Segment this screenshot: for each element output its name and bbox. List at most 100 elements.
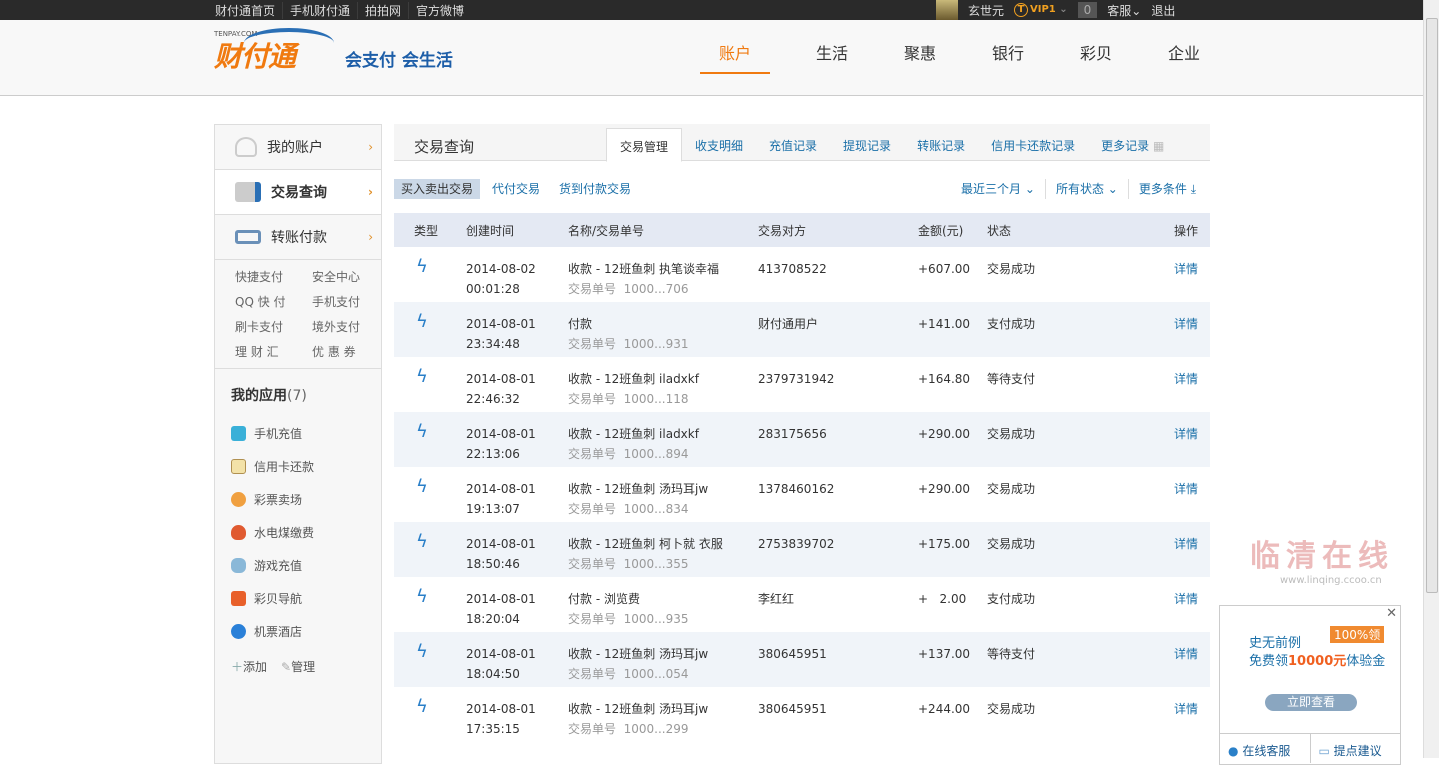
subtab-cod[interactable]: 货到付款交易	[559, 182, 632, 196]
wrench-icon: ✎	[281, 660, 292, 674]
counterparty: 李红红	[758, 592, 795, 606]
status: 交易成功	[987, 522, 1115, 577]
chevron-right-icon: ›	[368, 185, 373, 199]
header	[0, 20, 1423, 96]
message-count[interactable]: 0	[1077, 2, 1098, 18]
nav-caibei[interactable]: 彩贝	[1079, 44, 1112, 63]
details-link[interactable]: 详情	[1114, 632, 1210, 687]
quick-link[interactable]: 快捷支付	[235, 270, 284, 284]
nav-deals[interactable]: 聚惠	[903, 44, 936, 63]
amount: +244.00	[918, 702, 971, 716]
quick-link[interactable]: 安全中心	[312, 270, 361, 284]
counterparty: 2379731942	[758, 372, 835, 386]
details-link[interactable]: 详情	[1173, 482, 1198, 496]
tab-more[interactable]: 更多记录 ▦	[1101, 139, 1165, 153]
nav-bank[interactable]: 银行	[991, 44, 1024, 63]
chevron-down-icon: ⌄	[1024, 182, 1035, 196]
my-apps-title: 我的应用(7)	[231, 388, 307, 404]
chevron-down-icon: ⌄	[1059, 4, 1068, 15]
app-travel[interactable]: 机票酒店	[231, 615, 365, 648]
transactions-table: 类型 创建时间 名称/交易单号 交易对方 金额(元) 状态 操作 ϟ 2014-…	[394, 213, 1210, 742]
scrollbar-thumb[interactable]	[1426, 18, 1438, 593]
status: 支付成功	[987, 592, 1036, 606]
details-link[interactable]: 详情	[1114, 302, 1210, 357]
order-number: 交易单号 1000...054	[568, 667, 689, 681]
created-time: 2014-08-01 22:46:32	[466, 372, 536, 406]
trade-name: 收款 - 12班鱼刺 执笔谈幸福 交易单号 1000...706	[568, 247, 758, 302]
quick-link[interactable]: 手机支付	[312, 295, 361, 309]
details-link[interactable]: 详情	[1173, 372, 1198, 386]
app-game[interactable]: 游戏充值	[231, 549, 365, 582]
status-dropdown[interactable]: 所有状态 ⌄	[1046, 179, 1129, 199]
subtab-buy-sell[interactable]: 买入卖出交易	[394, 179, 481, 199]
counterparty: 413708522	[758, 262, 827, 276]
counterparty: 2753839702	[758, 522, 918, 577]
counterparty: 283175656	[758, 412, 918, 467]
tab-trade-management[interactable]: 交易管理	[606, 128, 683, 162]
link-weibo[interactable]: 官方微博	[416, 3, 465, 18]
avatar[interactable]	[936, 0, 958, 20]
tab-recharge[interactable]: 充值记录	[769, 139, 818, 153]
sidebar-item-my-account[interactable]: 我的账户 ›	[215, 125, 381, 170]
details-link[interactable]: 详情	[1114, 522, 1210, 577]
created-time: 2014-08-01 18:20:04	[466, 592, 536, 626]
quick-link[interactable]: 优 惠 券	[312, 345, 356, 359]
phone-icon	[231, 426, 246, 441]
col-status: 状态	[987, 213, 1115, 247]
link-mobile[interactable]: 手机财付通	[283, 1, 359, 19]
view-now-button[interactable]: 立即查看	[1265, 694, 1357, 711]
trade-name: 付款 交易单号 1000...931	[568, 302, 758, 357]
link-home[interactable]: 财付通首页	[208, 1, 284, 19]
tab-transfer[interactable]: 转账记录	[917, 139, 966, 153]
details-link[interactable]: 详情	[1173, 702, 1198, 716]
details-link[interactable]: 详情	[1173, 262, 1198, 276]
tenpay-logo[interactable]: 财付通	[214, 28, 334, 72]
nav-account[interactable]: 账户	[700, 44, 770, 74]
search-list-icon	[235, 182, 261, 202]
close-icon[interactable]: ✕	[1386, 606, 1397, 621]
amount: +164.80	[918, 372, 971, 386]
col-name: 名称/交易单号	[568, 213, 758, 247]
feedback-button[interactable]: ▭ 提点建议	[1318, 744, 1382, 758]
sidebar-item-transfer[interactable]: 转账付款 ›	[215, 215, 381, 260]
quick-link[interactable]: 刷卡支付	[235, 320, 284, 334]
details-link[interactable]: 详情	[1114, 412, 1210, 467]
date-range-dropdown[interactable]: 最近三个月 ⌄	[951, 179, 1046, 199]
add-app-button[interactable]: ＋添加	[231, 660, 268, 674]
logout-link[interactable]: 退出	[1151, 3, 1176, 18]
details-link[interactable]: 详情	[1173, 592, 1198, 606]
quick-link[interactable]: QQ 快 付	[235, 295, 286, 309]
chat-icon: ●	[1228, 744, 1239, 758]
app-caibei[interactable]: 彩贝导航	[231, 582, 365, 615]
page-scrollbar[interactable]	[1423, 0, 1439, 758]
nav-business[interactable]: 企业	[1167, 44, 1200, 63]
service-menu[interactable]: 客服⌄	[1107, 3, 1142, 18]
more-conditions-button[interactable]: 更多条件 ⤓	[1138, 182, 1196, 196]
manage-apps-button[interactable]: ✎管理	[281, 660, 316, 674]
chevron-down-icon: ⌄	[1131, 3, 1142, 18]
order-number: 交易单号 1000...299	[568, 722, 689, 736]
created-time: 2014-08-02 00:01:28	[466, 262, 536, 296]
vip-badge[interactable]: T VIP1 ⌄	[1014, 3, 1068, 17]
quick-link[interactable]: 境外支付	[312, 320, 361, 334]
lightning-icon: ϟ	[394, 522, 466, 577]
table-row: ϟ 2014-08-01 22:46:32 收款 - 12班鱼刺 iladxkf 交…	[394, 357, 1210, 412]
lightning-icon: ϟ	[416, 586, 428, 607]
subtab-proxy-pay[interactable]: 代付交易	[492, 182, 541, 196]
quick-link[interactable]: 理 财 汇	[235, 345, 279, 359]
app-utilities[interactable]: 水电煤缴费	[231, 516, 365, 549]
app-lottery[interactable]: 彩票卖场	[231, 483, 365, 516]
tab-withdraw[interactable]: 提现记录	[843, 139, 892, 153]
user-name[interactable]: 玄世元	[968, 3, 1005, 18]
order-number: 交易单号 1000...931	[568, 337, 689, 351]
link-paipai[interactable]: 拍拍网	[358, 1, 410, 19]
tab-income-expense[interactable]: 收支明细	[695, 139, 744, 153]
app-mobile-topup[interactable]: 手机充值	[231, 417, 365, 450]
app-credit-card[interactable]: 信用卡还款	[231, 450, 365, 483]
trade-name: 收款 - 12班鱼刺 汤玛耳jw 交易单号 1000...054	[568, 632, 758, 687]
order-number: 交易单号 1000...894	[568, 447, 689, 461]
sidebar-item-transactions[interactable]: 交易查询 ›	[215, 170, 381, 215]
online-service-button[interactable]: ● 在线客服	[1220, 734, 1311, 763]
tab-credit-card[interactable]: 信用卡还款记录	[991, 139, 1076, 153]
nav-life[interactable]: 生活	[815, 44, 848, 63]
